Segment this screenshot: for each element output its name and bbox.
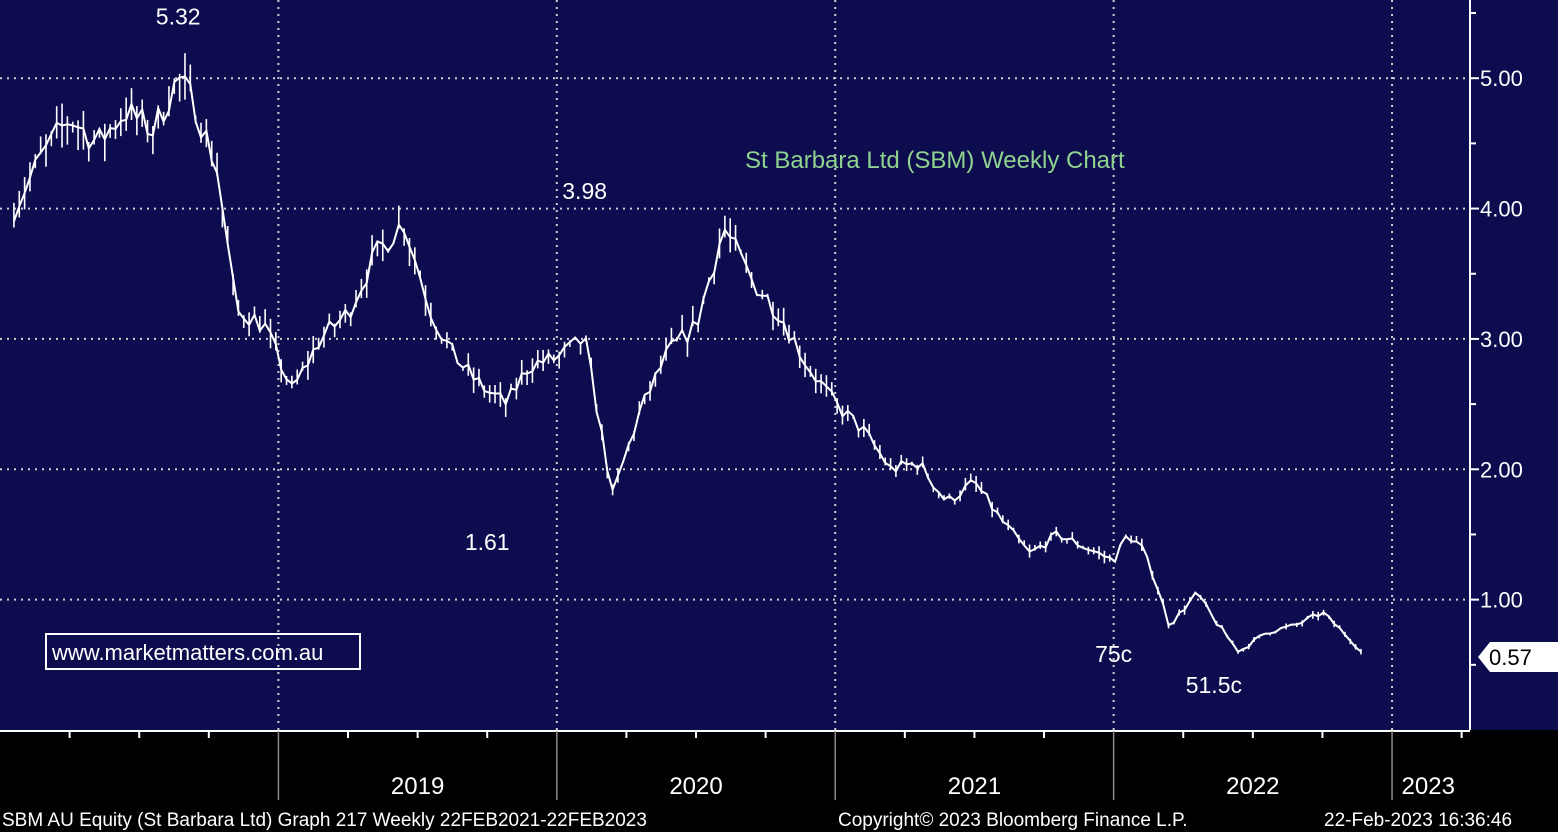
last-value-label: 0.57 [1489, 645, 1532, 670]
y-tick-label: 5.00 [1480, 66, 1523, 91]
y-tick-label: 3.00 [1480, 327, 1523, 352]
annotations: 5.32 3.98 1.61 75c 51.5c [156, 4, 1242, 698]
chart-title: St Barbara Ltd (SBM) Weekly Chart [745, 147, 1125, 174]
footer-timestamp: 22-Feb-2023 16:36:46 [1324, 810, 1512, 831]
x-axis-ticks: 2019 2020 2021 2022 2023 [68, 731, 1463, 800]
x-tick-label: 2023 [1402, 773, 1455, 800]
footer-security: SBM AU Equity (St Barbara Ltd) Graph 217… [2, 810, 647, 831]
annotation-label: 5.32 [156, 4, 201, 30]
y-tick-label: 1.00 [1480, 588, 1523, 613]
annotation-label: 75c [1095, 641, 1132, 667]
footer-copyright: Copyright© 2023 Bloomberg Finance L.P. [838, 810, 1188, 831]
annotation-label: 3.98 [562, 178, 607, 204]
annotation-label: 1.61 [465, 529, 510, 555]
annotation-label: 51.5c [1186, 672, 1242, 698]
plot-background [0, 0, 1470, 730]
price-line [12, 75, 1362, 654]
y-tick-label: 2.00 [1480, 457, 1523, 482]
watermark-box [45, 633, 361, 670]
watermark-url: www.marketmatters.com.au [51, 640, 323, 665]
bottom-band [0, 730, 1558, 832]
y-tick-label: 4.00 [1480, 197, 1523, 222]
x-tick-label: 2021 [948, 773, 1001, 800]
x-tick-label: 2020 [669, 773, 722, 800]
gridlines [0, 0, 1470, 730]
x-tick-label: 2019 [391, 773, 444, 800]
axis-background [1470, 0, 1558, 730]
y-axis-ticks: 1.00 2.00 3.00 4.00 5.00 [1470, 12, 1523, 666]
last-value-tag [1478, 642, 1558, 672]
x-tick-label: 2022 [1226, 773, 1279, 800]
